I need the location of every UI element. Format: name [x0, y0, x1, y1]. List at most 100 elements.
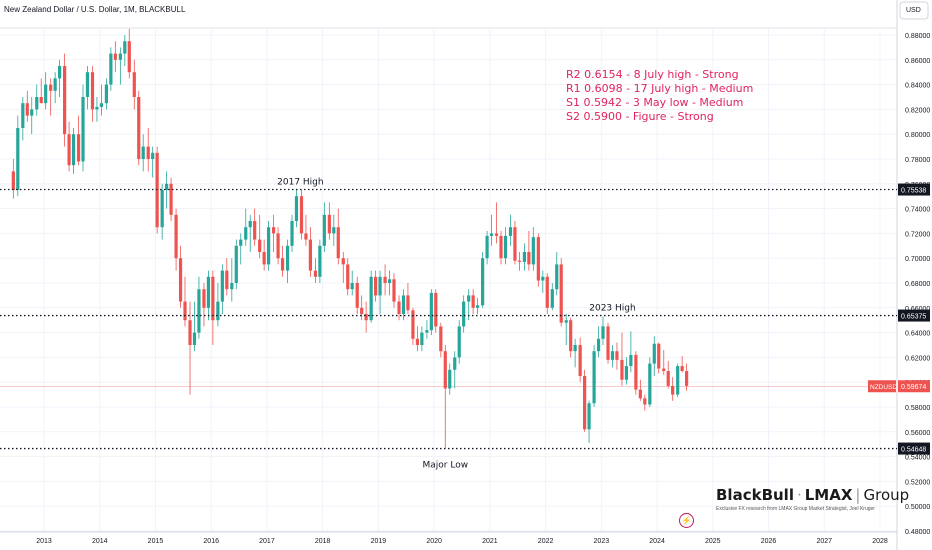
candle-body — [151, 152, 155, 159]
x-tick-label: 2019 — [371, 538, 387, 545]
candle-up — [248, 214, 252, 252]
candle-up — [99, 84, 104, 116]
candle-down — [346, 258, 350, 296]
candle-down — [513, 221, 517, 265]
candle-body — [624, 366, 629, 380]
candle-up — [624, 357, 629, 385]
candle-down — [258, 214, 262, 259]
candle-body — [425, 330, 429, 333]
candle-body — [290, 221, 294, 246]
currency-label[interactable]: USD — [906, 7, 921, 14]
candle-down — [527, 230, 531, 271]
candle-down — [336, 208, 340, 265]
candle-down — [304, 214, 308, 246]
y-tick-label: 0.64000 — [905, 331, 930, 338]
y-tick-label: 0.54000 — [905, 455, 930, 462]
candle-body — [160, 190, 164, 228]
candle-up — [220, 264, 224, 314]
candle-body — [596, 338, 601, 352]
candle-body — [439, 326, 443, 352]
candle-body — [652, 343, 656, 364]
candle-body — [545, 276, 549, 308]
candle-body — [225, 270, 229, 290]
candle-body — [499, 235, 503, 259]
candle-up — [489, 214, 494, 246]
candle-body — [318, 245, 322, 277]
candle-body — [522, 252, 527, 262]
candle-body — [364, 314, 368, 321]
candle-body — [378, 276, 382, 296]
candle-down — [634, 351, 638, 395]
candle-body — [550, 289, 554, 308]
candle-up — [71, 128, 76, 174]
candle-body — [336, 227, 340, 259]
lightning-icon[interactable]: ⚡ — [679, 513, 694, 528]
candle-up — [230, 258, 234, 302]
candle-up — [587, 400, 591, 443]
candle-up — [550, 283, 554, 311]
candle-body — [239, 239, 243, 246]
x-tick-label: 2018 — [315, 538, 331, 545]
candle-body — [332, 227, 336, 234]
candle-body — [662, 368, 666, 372]
candle-body — [685, 371, 689, 386]
candle-body — [123, 41, 127, 54]
candle-body — [638, 389, 642, 399]
candle-up — [85, 66, 90, 110]
candle-body — [165, 183, 169, 190]
candle-up — [206, 270, 211, 321]
y-tick-label: 0.78000 — [905, 157, 930, 164]
candle-down — [662, 349, 666, 375]
candle-up — [192, 301, 197, 352]
candle-body — [81, 97, 85, 162]
candle-up — [425, 320, 429, 339]
candle-down — [49, 78, 53, 116]
candle-up — [58, 59, 62, 97]
candle-down — [643, 394, 647, 411]
candle-body — [183, 301, 187, 321]
candle-down — [355, 276, 359, 314]
candle-body — [11, 171, 15, 190]
candle-down — [90, 66, 95, 122]
candle-body — [629, 354, 633, 367]
candle-body — [272, 227, 276, 234]
candle-down — [169, 177, 173, 221]
x-tick-label: 2014 — [92, 538, 108, 545]
candle-up — [118, 47, 122, 85]
candle-body — [169, 183, 173, 215]
candle-body — [369, 276, 373, 321]
note-s1: S1 0.5942 - 3 May low - Medium — [566, 96, 744, 109]
candle-body — [146, 146, 150, 159]
candle-down — [499, 230, 503, 265]
candle-body — [587, 403, 591, 430]
candle-body — [104, 84, 109, 104]
candle-body — [85, 72, 90, 97]
y-tick-label: 0.48000 — [905, 529, 930, 536]
candle-down — [63, 53, 67, 147]
candle-body — [132, 72, 136, 97]
candle-down — [25, 90, 29, 122]
candle-up — [160, 183, 164, 240]
candle-body — [355, 283, 359, 308]
candle-body — [16, 128, 20, 190]
candle-body — [90, 72, 95, 110]
candle-body — [517, 260, 522, 262]
y-tick-label: 0.66000 — [905, 306, 930, 313]
candle-down — [494, 202, 499, 244]
brand-name: BlackBull — [716, 486, 794, 504]
candle-body — [415, 338, 420, 345]
symbol-label: NZDUSD — [870, 384, 897, 391]
candle-body — [392, 279, 396, 302]
y-tick-label: 0.68000 — [905, 281, 930, 288]
candle-down — [76, 115, 81, 166]
candle-body — [178, 258, 183, 302]
level-annotation: Major Low — [422, 461, 468, 471]
candle-down — [127, 28, 131, 79]
candle-body — [657, 343, 661, 369]
candle-body — [174, 214, 178, 259]
candle-body — [118, 53, 122, 60]
candle-up — [234, 239, 238, 290]
candle-body — [559, 264, 563, 323]
candle-up — [610, 345, 615, 368]
